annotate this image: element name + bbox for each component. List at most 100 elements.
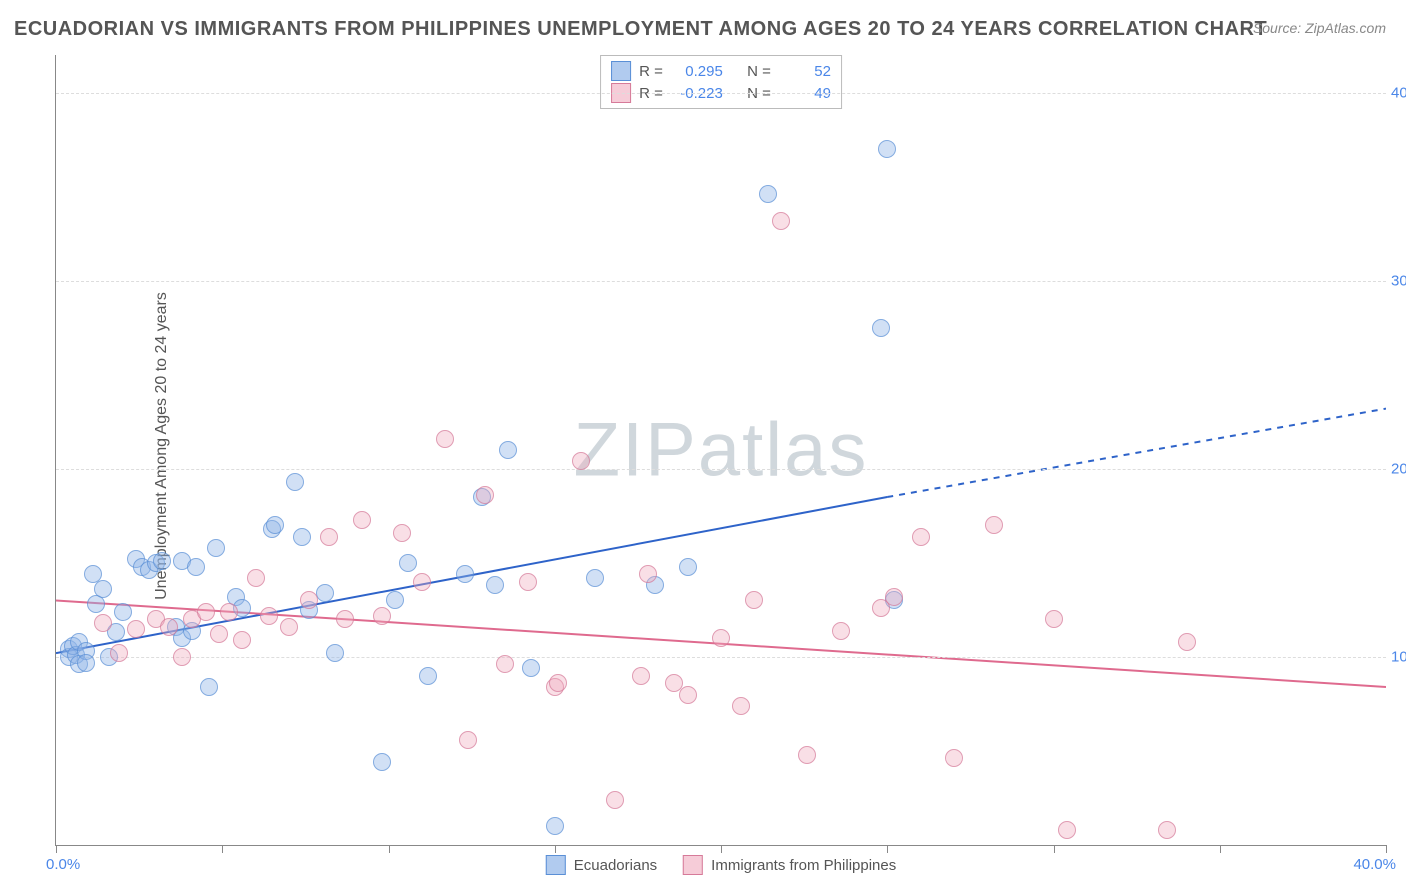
data-point xyxy=(798,746,816,764)
data-point xyxy=(94,614,112,632)
data-point xyxy=(476,486,494,504)
x-tick xyxy=(56,845,57,853)
data-point xyxy=(127,620,145,638)
data-point xyxy=(187,558,205,576)
chart-container: ECUADORIAN VS IMMIGRANTS FROM PHILIPPINE… xyxy=(0,0,1406,892)
data-point xyxy=(878,140,896,158)
data-point xyxy=(94,580,112,598)
data-point xyxy=(632,667,650,685)
legend-item: Ecuadorians xyxy=(546,855,657,875)
data-point xyxy=(872,319,890,337)
data-point xyxy=(373,753,391,771)
legend-label: Immigrants from Philippines xyxy=(711,857,896,874)
data-point xyxy=(745,591,763,609)
data-point xyxy=(316,584,334,602)
data-point xyxy=(459,731,477,749)
data-point xyxy=(912,528,930,546)
data-point xyxy=(499,441,517,459)
data-point xyxy=(712,629,730,647)
stats-n-label: N = xyxy=(747,63,771,80)
x-tick xyxy=(389,845,390,853)
data-point xyxy=(759,185,777,203)
data-point xyxy=(985,516,1003,534)
data-point xyxy=(77,654,95,672)
legend-swatch xyxy=(611,61,631,81)
x-tick xyxy=(887,845,888,853)
data-point xyxy=(586,569,604,587)
data-point xyxy=(546,817,564,835)
stats-box: R =0.295 N =52R =-0.223 N =49 xyxy=(600,55,842,109)
x-tick xyxy=(1386,845,1387,853)
legend-swatch xyxy=(683,855,703,875)
y-tick-label: 40.0% xyxy=(1391,84,1406,101)
x-tick xyxy=(1220,845,1221,853)
data-point xyxy=(522,659,540,677)
x-tick xyxy=(721,845,722,853)
data-point xyxy=(1158,821,1176,839)
x-tick xyxy=(1054,845,1055,853)
data-point xyxy=(1045,610,1063,628)
data-point xyxy=(393,524,411,542)
data-point xyxy=(210,625,228,643)
data-point xyxy=(247,569,265,587)
data-point xyxy=(386,591,404,609)
data-point xyxy=(772,212,790,230)
data-point xyxy=(110,644,128,662)
source-attribution: Source: ZipAtlas.com xyxy=(1253,20,1386,36)
x-axis-min-label: 0.0% xyxy=(46,856,80,873)
data-point xyxy=(732,697,750,715)
legend-item: Immigrants from Philippines xyxy=(683,855,896,875)
data-point xyxy=(436,430,454,448)
data-point xyxy=(679,558,697,576)
y-tick-label: 20.0% xyxy=(1391,460,1406,477)
data-point xyxy=(353,511,371,529)
data-point xyxy=(1058,821,1076,839)
data-point xyxy=(173,648,191,666)
stats-r-value: 0.295 xyxy=(671,63,723,80)
data-point xyxy=(207,539,225,557)
data-point xyxy=(549,674,567,692)
plot-area: ZIPatlas R =0.295 N =52R =-0.223 N =49 0… xyxy=(55,55,1386,846)
data-point xyxy=(293,528,311,546)
data-point xyxy=(260,607,278,625)
legend-swatch xyxy=(546,855,566,875)
data-point xyxy=(320,528,338,546)
x-tick xyxy=(222,845,223,853)
data-point xyxy=(486,576,504,594)
chart-title: ECUADORIAN VS IMMIGRANTS FROM PHILIPPINE… xyxy=(14,18,1267,41)
stats-n-value: 52 xyxy=(779,63,831,80)
data-point xyxy=(419,667,437,685)
data-point xyxy=(399,554,417,572)
y-tick-label: 30.0% xyxy=(1391,272,1406,289)
x-axis-max-label: 40.0% xyxy=(1353,856,1396,873)
data-point xyxy=(679,686,697,704)
x-tick xyxy=(555,845,556,853)
stats-r-label: R = xyxy=(639,63,663,80)
legend: Ecuadorians Immigrants from Philippines xyxy=(546,855,896,875)
data-point xyxy=(233,631,251,649)
legend-label: Ecuadorians xyxy=(574,857,657,874)
data-point xyxy=(200,678,218,696)
data-point xyxy=(300,591,318,609)
data-point xyxy=(639,565,657,583)
data-point xyxy=(326,644,344,662)
data-point xyxy=(572,452,590,470)
data-point xyxy=(496,655,514,673)
data-point xyxy=(832,622,850,640)
gridline xyxy=(56,281,1386,282)
data-point xyxy=(336,610,354,628)
watermark: ZIPatlas xyxy=(574,407,869,494)
data-point xyxy=(456,565,474,583)
data-point xyxy=(519,573,537,591)
data-point xyxy=(945,749,963,767)
data-point xyxy=(266,516,284,534)
data-point xyxy=(413,573,431,591)
stats-row: R = 0.295 N = 52 xyxy=(611,60,831,82)
data-point xyxy=(1178,633,1196,651)
data-point xyxy=(606,791,624,809)
y-tick-label: 10.0% xyxy=(1391,648,1406,665)
data-point xyxy=(220,603,238,621)
data-point xyxy=(197,603,215,621)
data-point xyxy=(373,607,391,625)
trend-lines xyxy=(56,55,1386,845)
